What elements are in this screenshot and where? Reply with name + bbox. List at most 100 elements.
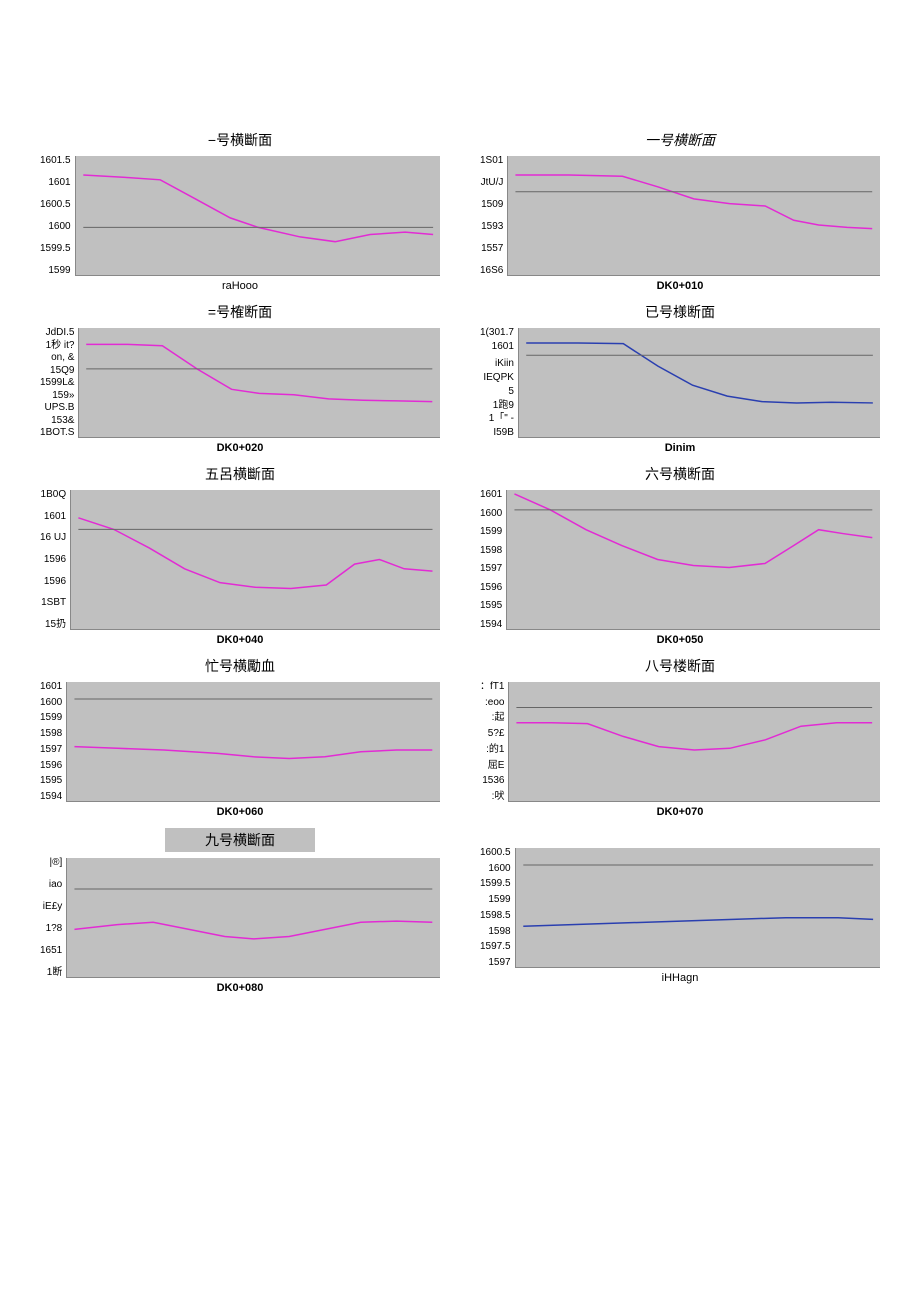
x-axis-label: Dinim bbox=[665, 442, 696, 454]
y-tick-label: iao bbox=[49, 880, 62, 890]
y-tick-label: 1599 bbox=[48, 266, 70, 276]
plot-area bbox=[518, 328, 880, 438]
chart-c7: 忙号横勵血16011600159915981597159615951594DK0… bbox=[40, 656, 440, 818]
y-tick-label: 1596 bbox=[44, 555, 66, 565]
y-tick-label: 16 UJ bbox=[40, 533, 66, 543]
y-tick-label: ：fT1 bbox=[480, 682, 504, 692]
x-axis-label: DK0+070 bbox=[657, 806, 704, 818]
y-tick-label: 1「" - bbox=[489, 414, 514, 424]
y-tick-label: 1?8 bbox=[46, 924, 63, 934]
plot-area bbox=[70, 490, 440, 630]
plot-area bbox=[66, 858, 440, 978]
x-axis-label: DK0+020 bbox=[217, 442, 264, 454]
y-tick-label: 159» bbox=[52, 391, 74, 401]
y-tick-label: 1598.5 bbox=[480, 911, 511, 921]
y-tick-label: 1596 bbox=[480, 583, 502, 593]
y-tick-label: 1BOT.S bbox=[40, 428, 74, 438]
y-tick-label: :起 bbox=[492, 713, 505, 723]
y-tick-label: 1594 bbox=[40, 792, 62, 802]
chart-c9: 九号横斷面 |®] iao iE£y 1?8 1651 1断 DK0+080 bbox=[40, 828, 440, 994]
y-axis: 16011600159915981597159615951594 bbox=[40, 682, 66, 802]
plot-area bbox=[508, 682, 880, 802]
y-tick-label: 1断 bbox=[47, 968, 63, 978]
y-tick-label: 16S6 bbox=[480, 266, 503, 276]
y-tick-label: 1(301.7 bbox=[480, 328, 514, 338]
y-axis: JdDI.51秒 it?on, &15Q91599L&159»UPS.B153&… bbox=[40, 328, 78, 438]
y-tick-label: 1597 bbox=[488, 958, 510, 968]
y-tick-label: I59B bbox=[493, 428, 514, 438]
data-series-line bbox=[515, 494, 873, 567]
y-tick-label: JtU/J bbox=[481, 178, 504, 188]
chart-c1: −号横斷面1601.516011600.516001599.51599raHoo… bbox=[40, 130, 440, 292]
y-tick-label: 1秒 it? bbox=[46, 341, 75, 351]
y-tick-label: on, & bbox=[51, 353, 74, 363]
y-tick-label: 1599.5 bbox=[480, 879, 511, 889]
data-series-line bbox=[79, 518, 433, 589]
y-tick-label: 1599L& bbox=[40, 378, 74, 388]
y-tick-label: 1597 bbox=[480, 564, 502, 574]
x-axis-label: raHooo bbox=[222, 280, 258, 292]
chart-title: 六号横断面 bbox=[645, 464, 715, 484]
y-tick-label: 1600 bbox=[480, 509, 502, 519]
chart-title: 九号横斷面 bbox=[165, 828, 315, 852]
data-series-line bbox=[526, 343, 873, 403]
chart-title: 五呂横斷面 bbox=[205, 464, 275, 484]
y-tick-label: 5 bbox=[508, 387, 514, 397]
y-tick-label: 1599 bbox=[488, 895, 510, 905]
chart-title: 忙号横勵血 bbox=[205, 656, 275, 676]
y-tick-label: 1595 bbox=[40, 776, 62, 786]
y-tick-label: 1601 bbox=[480, 490, 502, 500]
y-tick-label: 1536 bbox=[482, 776, 504, 786]
y-tick-label: 1597 bbox=[40, 745, 62, 755]
x-axis-label: DK0+060 bbox=[217, 806, 264, 818]
y-tick-label: 1599.5 bbox=[40, 244, 71, 254]
data-series-line bbox=[517, 723, 873, 750]
chart-title: 八号楼断面 bbox=[645, 656, 715, 676]
plot-area bbox=[507, 156, 880, 276]
y-axis: ：fT1:eoo:起5?£:的1屈E1536:吠 bbox=[480, 682, 508, 802]
y-tick-label: JdDI.5 bbox=[46, 328, 75, 338]
y-tick-label: 1509 bbox=[481, 200, 503, 210]
chart-c2: 一号横断面1S01JtU/J15091593155716S6DK0+010 bbox=[480, 130, 880, 292]
y-tick-label: 1601 bbox=[40, 682, 62, 692]
x-axis-label: DK0+080 bbox=[217, 982, 264, 994]
chart-c3: =号榷断面JdDI.51秒 it?on, &15Q91599L&159»UPS.… bbox=[40, 302, 440, 454]
plot-area bbox=[515, 848, 880, 968]
data-series-line bbox=[516, 175, 873, 229]
y-tick-label: 1651 bbox=[40, 946, 62, 956]
y-axis: |®] iao iE£y 1?8 1651 1断 bbox=[40, 858, 66, 978]
chart-title: 一号横断面 bbox=[645, 130, 715, 150]
y-tick-label: 1600 bbox=[40, 698, 62, 708]
chart-c6: 六号横断面16011600159915981597159615951594DK0… bbox=[480, 464, 880, 646]
y-tick-label: iKiin bbox=[495, 359, 514, 369]
chart-title: =号榷断面 bbox=[208, 302, 272, 322]
y-tick-label: 1596 bbox=[40, 761, 62, 771]
x-axis-label: iHHagn bbox=[662, 972, 699, 984]
y-tick-label: 5?£ bbox=[488, 729, 505, 739]
plot-area bbox=[78, 328, 440, 438]
plot-area bbox=[75, 156, 440, 276]
y-axis: 1S01JtU/J15091593155716S6 bbox=[480, 156, 507, 276]
y-tick-label: 1SBT bbox=[41, 598, 66, 608]
y-tick-label: |®] bbox=[50, 858, 63, 868]
data-series-line bbox=[523, 918, 873, 927]
x-axis-label: DK0+010 bbox=[657, 280, 704, 292]
y-tick-label: 153& bbox=[51, 416, 74, 426]
y-tick-label: :eoo bbox=[485, 698, 504, 708]
y-tick-label: 屈E bbox=[488, 761, 505, 771]
chart-title: 已号様断面 bbox=[645, 302, 715, 322]
y-tick-label: 1557 bbox=[481, 244, 503, 254]
y-tick-label: IEQPK bbox=[483, 373, 514, 383]
data-series-line bbox=[83, 175, 433, 242]
y-tick-label: 1597.5 bbox=[480, 942, 511, 952]
y-tick-label: :的1 bbox=[486, 745, 504, 755]
y-tick-label: 1601 bbox=[492, 342, 514, 352]
y-axis: 16011600159915981597159615951594 bbox=[480, 490, 506, 630]
data-series-line bbox=[75, 747, 433, 759]
y-axis: 1601.516011600.516001599.51599 bbox=[40, 156, 75, 276]
y-axis: 1B0Q160116 UJ159615961SBT15扔 bbox=[40, 490, 70, 630]
y-tick-label: 1595 bbox=[480, 601, 502, 611]
y-tick-label: 1598 bbox=[480, 546, 502, 556]
y-tick-label: iE£y bbox=[43, 902, 62, 912]
y-tick-label: 1594 bbox=[480, 620, 502, 630]
